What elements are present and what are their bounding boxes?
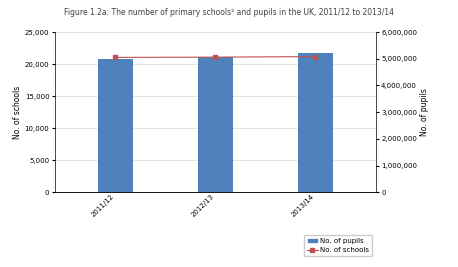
Bar <box>98 59 133 192</box>
Text: Figure 1.2a: The number of primary schools² and pupils in the UK, 2011/12 to 201: Figure 1.2a: The number of primary schoo… <box>64 8 394 17</box>
Bar <box>298 53 333 192</box>
Y-axis label: No. of schools: No. of schools <box>13 85 22 139</box>
Bar <box>198 57 233 192</box>
Y-axis label: No. of pupils: No. of pupils <box>420 88 429 136</box>
Legend: No. of pupils, No. of schools: No. of pupils, No. of schools <box>304 235 372 256</box>
